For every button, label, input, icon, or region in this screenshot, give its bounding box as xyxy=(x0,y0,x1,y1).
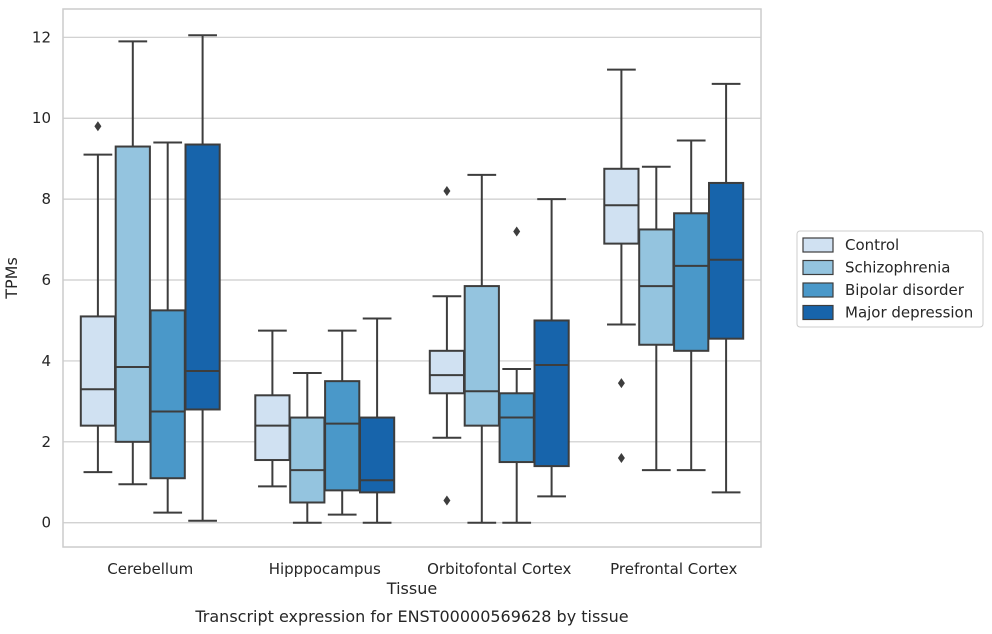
box-iqr xyxy=(289,416,326,504)
y-tick-label-12: 12 xyxy=(32,28,51,46)
legend: Control Schizophrenia Bipolar disorder Majo… xyxy=(796,230,984,328)
legend-swatch-0 xyxy=(802,237,834,253)
box-iqr xyxy=(707,181,745,340)
box-3-3 xyxy=(707,82,745,494)
x-tick-label-2: Orbitofontal Cortex xyxy=(427,560,571,578)
x-axis-label: Tissue xyxy=(386,579,437,598)
box-1-2 xyxy=(324,329,361,516)
legend-swatch-1 xyxy=(802,259,834,276)
box-1-0 xyxy=(254,329,291,488)
box-iqr xyxy=(603,167,640,245)
outlier-marker-1 xyxy=(443,495,451,506)
legend-frame xyxy=(796,230,984,328)
box-2-2 xyxy=(498,226,535,524)
y-axis-ticks: 0 2 4 6 8 10 12 xyxy=(32,28,51,531)
box-iqr xyxy=(428,349,466,395)
legend-label-3: Major depression xyxy=(845,304,973,322)
box-2-0 xyxy=(428,186,466,506)
box-iqr xyxy=(638,228,675,346)
legend-swatch-3 xyxy=(802,304,834,321)
outlier-marker-0 xyxy=(94,121,102,132)
box-iqr xyxy=(79,315,117,427)
box-0-0 xyxy=(79,121,117,474)
y-tick-label-0: 0 xyxy=(41,514,51,532)
y-tick-label-4: 4 xyxy=(41,352,51,370)
box-3-0 xyxy=(603,68,640,464)
legend-label-1: Schizophrenia xyxy=(845,259,950,277)
box-0-2 xyxy=(149,141,186,514)
y-tick-label-2: 2 xyxy=(41,433,51,451)
y-axis-label: TPMs xyxy=(2,257,21,300)
box-1-3 xyxy=(358,317,396,524)
outlier-marker-0 xyxy=(443,186,451,197)
box-2-3 xyxy=(533,198,570,498)
box-iqr xyxy=(533,319,570,468)
box-0-1 xyxy=(114,40,151,486)
box-iqr xyxy=(184,143,221,411)
outlier-marker-0 xyxy=(617,378,625,389)
box-0-3 xyxy=(184,34,221,522)
x-tick-label-3: Prefrontal Cortex xyxy=(610,560,737,578)
box-iqr xyxy=(114,145,151,443)
box-iqr xyxy=(673,212,710,352)
outlier-marker-1 xyxy=(617,453,625,464)
y-tick-label-6: 6 xyxy=(41,271,51,289)
x-axis-ticks: Cerebellum Hipppocampus Orbitofontal Corte… xyxy=(107,560,737,578)
box-iqr xyxy=(463,285,500,427)
outlier-marker-0 xyxy=(513,226,521,237)
legend-label-0: Control xyxy=(845,236,899,254)
y-tick-label-10: 10 xyxy=(32,109,51,127)
chart-caption: Transcript expression for ENST0000056962… xyxy=(194,607,628,626)
x-tick-label-1: Hipppocampus xyxy=(269,560,381,578)
legend-swatch-2 xyxy=(802,282,834,298)
x-tick-label-0: Cerebellum xyxy=(107,560,193,578)
y-tick-label-8: 8 xyxy=(41,190,51,208)
legend-label-2: Bipolar disorder xyxy=(845,281,965,299)
box-2-1 xyxy=(463,173,500,524)
box-iqr xyxy=(498,392,535,464)
box-iqr xyxy=(149,309,186,480)
box-1-1 xyxy=(289,372,326,524)
boxes xyxy=(79,34,745,524)
box-3-1 xyxy=(638,165,675,472)
box-iqr xyxy=(254,394,291,462)
box-iqr xyxy=(324,380,361,492)
